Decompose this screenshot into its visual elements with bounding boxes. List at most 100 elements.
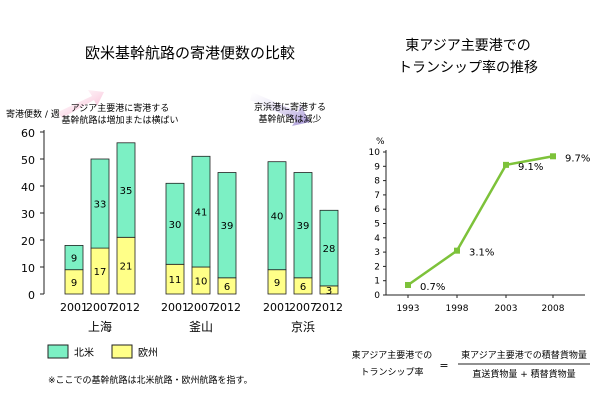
bar-segment-north-america	[217, 172, 237, 279]
bar-segment-north-america	[90, 158, 110, 249]
formula-lhs-line1: 東アジア主要港での	[352, 349, 433, 361]
formula-equals: =	[439, 359, 448, 372]
bar-year-label: 2012	[112, 301, 140, 314]
bar-segment-north-america	[165, 182, 185, 265]
arrow-up-icon	[58, 90, 104, 118]
bar-year-label: 2001	[263, 301, 291, 314]
bar-y-tick-label: 30	[21, 208, 35, 221]
line-x-tick-label: 2008	[542, 304, 565, 314]
line-y-tick-label: 8	[374, 177, 380, 187]
bar-year-label: 2007	[187, 301, 215, 314]
legend-label-north-america: 北米	[74, 346, 94, 359]
line-chart-title-line2: トランシップ率の推移	[398, 59, 538, 76]
bar-year-label: 2007	[289, 301, 317, 314]
bar-y-tick-label: 50	[21, 154, 35, 167]
annotation-decrease: 京浜港に寄港する 基幹航路は減少	[250, 92, 326, 126]
bar-value-label-north-america: 33	[94, 200, 107, 211]
formula-denominator: 直送貨物量 + 積替貨物量	[472, 368, 575, 380]
bar-value-label-europe: 17	[94, 267, 107, 278]
bar-year-label: 2007	[86, 301, 114, 314]
bar-y-axis: 0 10 20 30 40 50 60	[21, 127, 45, 302]
line-y-tick-label: 1	[374, 277, 380, 287]
line-y-tick-label: 2	[374, 262, 380, 272]
annotation-decrease-line1: 京浜港に寄港する	[254, 101, 326, 113]
line-y-tick-label: 10	[369, 148, 381, 158]
bar-year-label: 2001	[161, 301, 189, 314]
bar-port-label: 釜山	[189, 319, 213, 334]
bar-value-label-europe: 6	[300, 282, 306, 293]
line-series	[407, 155, 554, 287]
line-point-label: 0.7%	[420, 282, 445, 293]
bar-legend: 北米 欧州	[47, 344, 158, 359]
annotation-increase: アジア主要港に寄港する 基幹航路は増加または横ばい	[58, 90, 179, 126]
line-y-tick-label: 9	[374, 162, 380, 172]
bar-y-tick-label: 10	[21, 262, 35, 275]
bar-value-label-europe: 6	[224, 282, 230, 293]
line-point-label: 9.7%	[565, 153, 590, 164]
line-point	[550, 153, 556, 160]
legend-label-europe: 欧州	[138, 347, 158, 359]
bar-value-label-europe: 10	[195, 277, 208, 288]
legend-swatch-north-america	[47, 344, 69, 359]
bar-port-label: 上海	[88, 319, 112, 334]
bar-y-tick-label: 0	[28, 289, 35, 302]
line-y-tick-label: 6	[374, 205, 380, 215]
line-chart-title-line1: 東アジア主要港での	[405, 38, 530, 54]
bar-year-label: 2001	[60, 301, 88, 314]
bar-value-label-north-america: 9	[71, 254, 77, 265]
bar-value-label-north-america: 28	[323, 244, 336, 255]
bar-y-axis-label: 寄港便数 / 週	[6, 108, 60, 120]
footnote: ※ここでの基幹航路は北米航路・欧州航路を指す。	[48, 374, 253, 386]
bar-value-label-europe: 9	[71, 278, 77, 289]
bar-value-label-europe: 11	[169, 275, 182, 286]
bar-y-tick-label: 20	[21, 235, 35, 248]
bar-port-label: 京浜	[291, 320, 315, 334]
line-point	[454, 247, 460, 254]
bar-value-label-europe: 21	[120, 262, 133, 273]
line-point-label: 9.1%	[518, 162, 543, 173]
line-x-tick-label: 1998	[446, 304, 469, 314]
bar-year-label: 2012	[213, 301, 241, 314]
bar-y-tick-label: 60	[21, 127, 35, 140]
line-x-tick-label: 1993	[397, 304, 420, 314]
line-point-label: 3.1%	[469, 248, 494, 259]
annotation-increase-line2: 基幹航路は増加または横ばい	[61, 114, 178, 126]
line-y-tick-label: 3	[374, 248, 380, 258]
line-x-tick-label: 2003	[495, 304, 518, 314]
bar-segment-north-america	[293, 172, 313, 279]
line-chart: 東アジア主要港での トランシップ率の推移 % 0 1 2 3 4 5 6 7 8 9 10 1993 1…	[369, 38, 591, 314]
formula: 東アジア主要港での トランシップ率 = 東アジア主要港での積替貨物量 直送貨物量…	[352, 349, 590, 380]
line-point	[503, 161, 509, 168]
bar-segment-north-america	[267, 161, 287, 271]
annotation-increase-line1: アジア主要港に寄港する	[71, 102, 170, 114]
formula-numerator: 東アジア主要港での積替貨物量	[461, 349, 587, 361]
bar-value-label-north-america: 41	[195, 208, 208, 219]
line-point	[405, 281, 411, 288]
legend-swatch-europe	[111, 344, 133, 359]
bar-value-label-north-america: 40	[271, 212, 284, 223]
bar-value-label-north-america: 35	[120, 186, 133, 197]
bar-value-label-north-america: 39	[221, 221, 234, 232]
bar-chart-title: 欧米基幹航路の寄港便数の比較	[85, 44, 295, 62]
annotation-decrease-line2: 基幹航路は減少	[258, 113, 321, 125]
bar-value-label-europe: 3	[326, 286, 332, 297]
bar-segment-north-america	[64, 244, 84, 271]
line-y-tick-label: 0	[374, 291, 380, 301]
arrow-down-icon	[250, 92, 310, 126]
bar-y-tick-label: 40	[21, 181, 35, 194]
bar-segment-north-america	[116, 142, 136, 238]
formula-lhs-line2: トランシップ率	[360, 366, 423, 378]
bar-chart: 欧米基幹航路の寄港便数の比較 寄港便数 / 週 アジア主要港に寄港する 基幹航路…	[6, 44, 343, 386]
line-y-tick-label: 4	[374, 234, 380, 244]
bar-marks: 9920011733200721352012上海1130200110412007…	[60, 142, 343, 334]
line-y-axis-label: %	[376, 137, 385, 147]
line-marks: 0.7% 3.1% 9.1% 9.7%	[405, 153, 590, 293]
bar-value-label-north-america: 30	[169, 220, 182, 231]
line-axes: 0 1 2 3 4 5 6 7 8 9 10 1993 1998 2003 2008	[369, 148, 585, 314]
line-y-tick-label: 7	[374, 191, 380, 201]
bar-segment-north-america	[191, 155, 211, 268]
bar-value-label-europe: 9	[274, 278, 280, 289]
bar-value-label-north-america: 39	[297, 221, 310, 232]
line-y-tick-label: 5	[374, 220, 380, 230]
